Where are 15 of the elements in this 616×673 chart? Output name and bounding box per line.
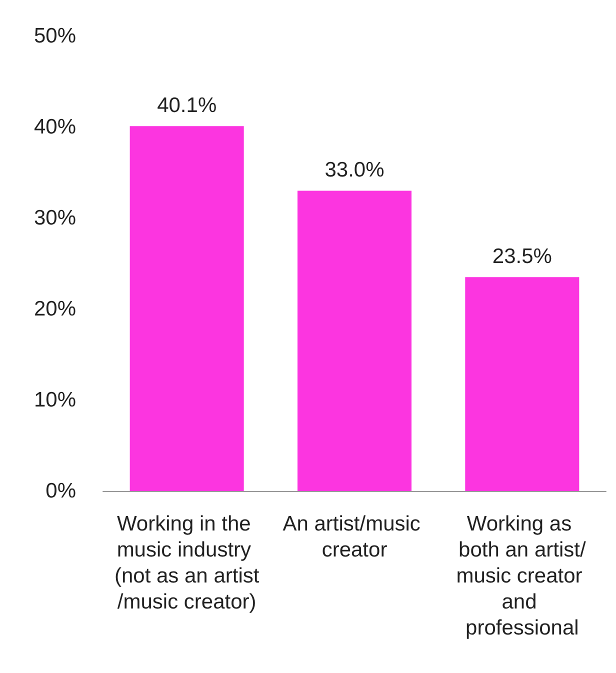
x-tick-label: Working in the music industry (not as an artist/music creator) <box>114 512 260 614</box>
x-tick-label: An artist/music creator <box>282 512 426 562</box>
bar <box>465 277 580 491</box>
data-label: 40.1% <box>157 94 217 118</box>
data-label: 23.5% <box>492 245 552 268</box>
y-tick-label: 30% <box>34 206 76 230</box>
data-label: 33.0% <box>324 158 384 182</box>
bar <box>297 190 412 491</box>
bar <box>130 126 244 491</box>
x-tick-label: Working as both an artist/music creator and professional <box>456 512 588 640</box>
y-tick-label: 20% <box>34 298 76 320</box>
y-tick-label: 0% <box>46 480 76 502</box>
y-tick-label: 50% <box>34 24 76 48</box>
y-tick-label: 10% <box>34 388 76 412</box>
y-tick-label: 40% <box>34 116 76 138</box>
